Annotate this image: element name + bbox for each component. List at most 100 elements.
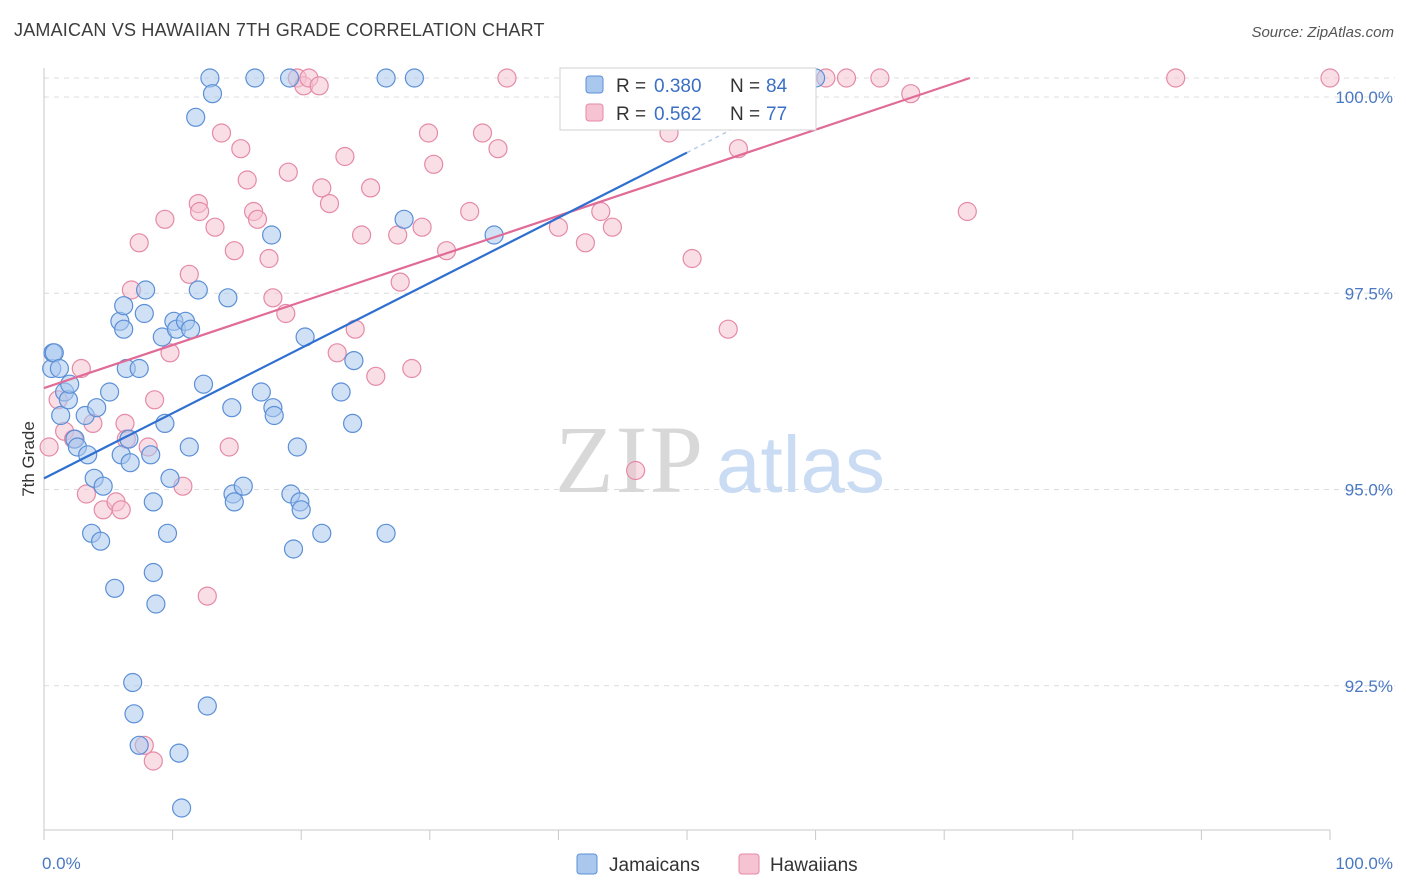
hawaiian-point <box>424 154 444 174</box>
stats-legend-n-value-1: 84 <box>766 76 788 97</box>
jamaican-point <box>136 280 156 300</box>
jamaican-point <box>120 453 140 473</box>
jamaican-point <box>93 476 113 496</box>
hawaiian-point <box>39 437 59 457</box>
jamaican-point <box>123 672 143 693</box>
hawaiian-point <box>460 201 480 222</box>
hawaiian-point <box>591 201 611 222</box>
stats-legend-r-value-1: 0.380 <box>654 76 702 97</box>
hawaiian-point <box>224 241 244 261</box>
jamaican-point <box>233 476 253 496</box>
jamaican-point <box>331 382 351 402</box>
hawaiian-point <box>211 123 232 143</box>
hawaiian-point <box>190 201 210 222</box>
hawaiian-point <box>1166 68 1186 88</box>
hawaiian-point <box>155 209 175 229</box>
jamaican-point <box>197 696 217 716</box>
jamaican-point <box>99 382 120 402</box>
stats-legend-n-value-2: 77 <box>766 104 787 125</box>
hawaiian-point <box>412 217 432 237</box>
bottom-legend: Jamaicans Hawaiians <box>576 853 858 876</box>
hawaiian-point <box>237 170 257 190</box>
jamaican-point <box>129 735 149 755</box>
hawaiian-point <box>352 225 372 245</box>
jamaican-point <box>200 68 220 88</box>
hawaiian-point <box>145 390 165 410</box>
jamaican-point <box>181 319 201 339</box>
jamaican-point <box>124 704 144 724</box>
jamaican-point <box>141 445 161 465</box>
jamaican-point <box>105 578 125 598</box>
series-hawaiians <box>39 68 1340 771</box>
jamaican-point <box>344 351 364 371</box>
hawaiian-point <box>327 343 347 363</box>
jamaican-point <box>188 280 208 300</box>
jamaican-point <box>51 405 71 426</box>
hawaiian-point <box>319 194 340 214</box>
jamaican-point <box>193 374 214 394</box>
jamaican-point <box>172 798 192 818</box>
y-tick-label: 100.0% <box>1335 88 1393 107</box>
series-jamaicans <box>42 68 826 818</box>
hawaiian-point <box>682 248 702 269</box>
hawaiian-point <box>488 139 508 159</box>
jamaican-point <box>114 319 134 339</box>
stats-legend-n-label-2: N = <box>730 104 760 125</box>
jamaican-point <box>245 68 265 88</box>
stats-legend: R = 0.380 N = 84 R = 0.562 N = 77 <box>559 67 817 131</box>
hawaiian-point <box>402 358 422 379</box>
hawaiian-point <box>870 68 890 88</box>
jamaican-point <box>143 562 163 583</box>
stats-legend-n-label-1: N = <box>730 76 760 97</box>
hawaiian-point <box>111 500 131 520</box>
hawaiian-point <box>366 366 386 386</box>
hawaiian-point <box>602 217 623 237</box>
hawaiian-point <box>497 68 517 88</box>
jamaican-point <box>291 500 311 520</box>
hawaiian-point <box>309 76 329 96</box>
stats-legend-r-value-2: 0.562 <box>654 104 702 125</box>
watermark-atlas: atlas <box>716 420 885 509</box>
jamaican-point <box>343 413 363 433</box>
gridlines <box>44 77 1395 687</box>
jamaican-point <box>78 445 98 465</box>
jamaican-point <box>376 68 396 88</box>
hawaiian-point <box>259 248 279 269</box>
jamaican-point <box>404 68 424 88</box>
hawaiian-point <box>231 139 251 159</box>
hawaiian-point <box>143 751 163 771</box>
jamaican-point <box>49 358 70 379</box>
jamaican-point <box>160 468 180 488</box>
hawaiian-point <box>247 209 268 229</box>
jamaican-point <box>394 209 414 229</box>
y-tick-label: 95.0% <box>1345 481 1393 500</box>
x-ticks <box>43 830 1331 840</box>
hawaiian-point <box>836 68 857 88</box>
jamaican-point <box>129 358 149 379</box>
jamaican-point <box>143 492 163 512</box>
hawaiian-point <box>197 586 217 606</box>
jamaican-point <box>157 523 178 543</box>
jamaican-point <box>264 405 284 426</box>
y-tick-label: 97.5% <box>1345 284 1393 303</box>
jamaican-point <box>114 296 134 316</box>
jamaican-point <box>280 68 300 88</box>
hawaiian-point <box>129 233 149 253</box>
jamaican-point <box>312 523 332 543</box>
hawaiian-point <box>361 178 381 198</box>
y-tick-labels: 92.5% 95.0% 97.5% 100.0% <box>1335 88 1393 696</box>
hawaiian-point <box>205 217 225 237</box>
jamaican-point <box>287 437 307 457</box>
hawaiian-point <box>312 178 332 198</box>
hawaiian-point <box>263 288 283 308</box>
jamaican-point <box>60 374 80 394</box>
x-tick-label-max: 100.0% <box>1335 854 1393 873</box>
hawaiians-trend-line <box>43 76 971 390</box>
jamaicans-trend-line <box>43 151 688 480</box>
hawaiian-point <box>718 319 738 339</box>
jamaican-point <box>251 382 271 402</box>
legend-swatch-jamaicans[interactable] <box>576 853 598 875</box>
hawaiian-point <box>575 233 596 253</box>
legend-label-hawaiians: Hawaiians <box>770 855 858 876</box>
legend-swatch-hawaiians[interactable] <box>738 853 760 875</box>
